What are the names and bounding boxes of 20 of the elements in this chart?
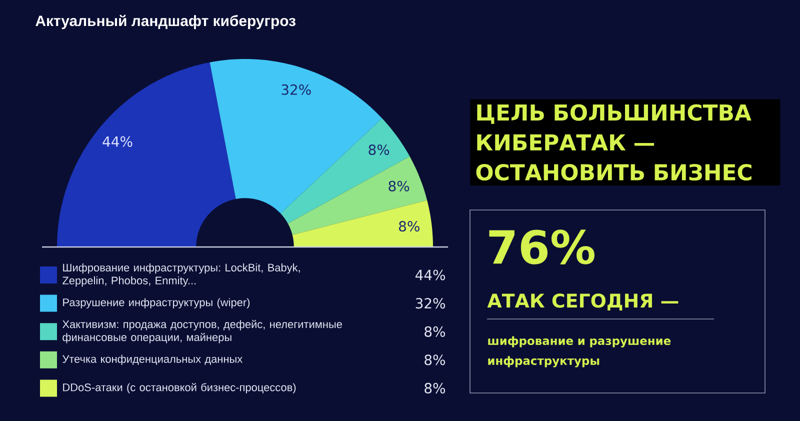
data-label: 8% — [399, 220, 420, 232]
text: 8% — [424, 382, 446, 394]
text: 8% — [424, 326, 446, 337]
text: 8% — [424, 354, 446, 366]
data-label: 8% — [368, 144, 390, 156]
text: 44% — [415, 270, 446, 280]
legend-label: Разрушение инфраструктуры (wiper) — [63, 298, 250, 308]
text: ЦЕЛЬ БОЛЬШИНСТВА КИБЕРАТАК — ОСТАНОВИТЬ БИЗНЕС — [476, 104, 752, 181]
data-label: 32% — [282, 84, 311, 95]
chart-title: Актуальный ландшафт киберугроз — [36, 14, 296, 30]
data-label: 8% — [388, 180, 410, 192]
legend-label: DDoS-атаки (с остановкой бизнес-процессов) — [63, 383, 296, 394]
text: АТАК СЕГОДНЯ — — [487, 293, 678, 311]
data-label: 44% — [102, 136, 132, 147]
text: 32% — [416, 298, 446, 309]
text: шифрование и разрушение инфраструктуры — [488, 336, 671, 368]
legend-label: Шифрование инфраструктуры: LockBit, Babyk, Zeppelin, Phobos, Enmity... — [62, 263, 300, 287]
legend-label: Утечка конфиденциальных данных — [62, 354, 242, 365]
legend-label: Хактивизм: продажа доступов, дефейс, нелегитимные финансовые операции, майнеры — [62, 320, 342, 344]
text: 76% — [489, 230, 594, 264]
